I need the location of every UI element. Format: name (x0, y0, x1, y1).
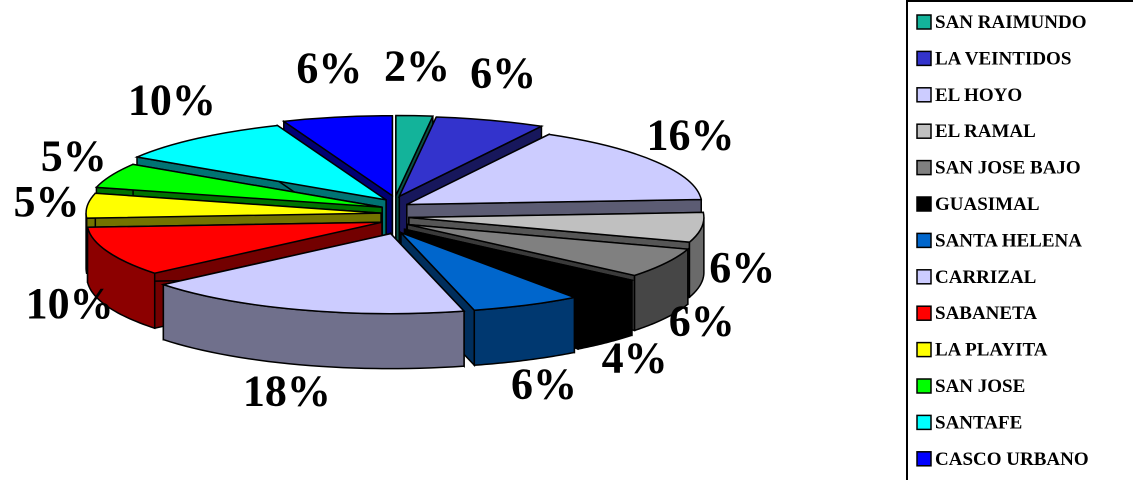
legend-swatch (916, 305, 932, 321)
legend-label: EL HOYO (935, 85, 1022, 106)
legend-swatch (916, 14, 932, 30)
slice-santafe (134, 124, 387, 201)
legend-box (906, 0, 1133, 482)
data-label-carrizal: 18% (243, 367, 331, 416)
legend-item-santafe: SANTAFE (916, 412, 1022, 433)
legend-swatch (916, 378, 932, 394)
legend-swatch (916, 451, 932, 467)
data-label-la-playita: 5% (14, 177, 80, 226)
data-label-san-jose: 5% (41, 131, 107, 180)
data-label-san-raimundo: 2% (384, 41, 450, 90)
data-label-santafe: 10% (128, 75, 216, 124)
slice-carrizal (160, 232, 466, 315)
legend-item-el-ramal: EL RAMAL (916, 121, 1036, 142)
slice-san-jose (94, 163, 383, 208)
legend-item-san-raimundo: SAN RAIMUNDO (916, 12, 1086, 33)
data-label-casco-urbano: 6% (296, 44, 362, 93)
legend-swatch (916, 159, 932, 176)
legend-swatch (916, 269, 932, 285)
legend-label: EL RAMAL (935, 121, 1036, 142)
legend-label: SAN RAIMUNDO (935, 12, 1086, 33)
legend-label: CASCO URBANO (935, 449, 1089, 470)
legend-item-el-hoyo: EL HOYO (916, 85, 1022, 106)
legend-label: CARRIZAL (935, 267, 1036, 288)
slice-san-jose-bajo (407, 223, 690, 277)
legend-label: SANTAFE (935, 412, 1022, 433)
legend-item-san-jose-bajo: SAN JOSE BAJO (916, 158, 1081, 179)
legend-swatch (916, 232, 932, 249)
legend-swatch (916, 341, 932, 358)
legend-label: SAN JOSE BAJO (935, 158, 1081, 179)
slice-la-veintidos (397, 116, 544, 198)
slice-sabaneta (86, 221, 383, 274)
data-label-sabaneta: 10% (26, 279, 114, 328)
legend: SAN RAIMUNDO LA VEINTIDOS EL HOYO EL RAMAL S… (906, 0, 1133, 482)
slice-guasimal (404, 228, 635, 295)
data-label-el-hoyo: 16% (647, 111, 735, 160)
data-label-el-ramal: 6% (709, 243, 775, 292)
data-label-santa-helena: 6% (511, 360, 577, 409)
legend-label: SAN JOSE (935, 376, 1025, 397)
slice-casco-urbano (281, 114, 394, 198)
legend-swatch (916, 87, 932, 103)
slice-el-ramal (408, 211, 705, 243)
legend-swatch (916, 50, 932, 67)
legend-label: SABANETA (935, 303, 1037, 324)
legend-label: LA VEINTIDOS (935, 48, 1071, 69)
legend-label: LA PLAYITA (935, 340, 1048, 361)
slice-el-hoyo (406, 133, 703, 206)
slice-santa-helena (400, 232, 578, 311)
legend-item-guasimal: GUASIMAL (916, 194, 1040, 215)
legend-label: GUASIMAL (935, 194, 1040, 215)
legend-swatch (916, 414, 932, 431)
legend-item-casco-urbano: CASCO URBANO (916, 449, 1089, 470)
legend-swatch (916, 123, 932, 139)
legend-item-santa-helena: SANTA HELENA (916, 230, 1082, 251)
legend-item-san-jose: SAN JOSE (916, 376, 1025, 397)
legend-label: SANTA HELENA (935, 230, 1082, 251)
data-label-guasimal: 4% (602, 333, 668, 382)
legend-item-sabaneta: SABANETA (916, 303, 1037, 324)
pie-layer (85, 114, 705, 370)
legend-item-carrizal: CARRIZAL (916, 267, 1036, 288)
legend-swatch (916, 196, 932, 212)
data-label-san-jose-bajo: 6% (669, 296, 735, 345)
legend-item-la-veintidos: LA VEINTIDOS (916, 48, 1071, 69)
legend-item-la-playita: LA PLAYITA (916, 340, 1048, 361)
slice-san-raimundo (395, 114, 435, 196)
data-labels: 2% 6%16%6%6%4%6%18%10%5%5%10%6% (14, 41, 776, 415)
data-label-la-veintidos: 6% (470, 48, 536, 97)
slice-la-playita (85, 192, 382, 219)
